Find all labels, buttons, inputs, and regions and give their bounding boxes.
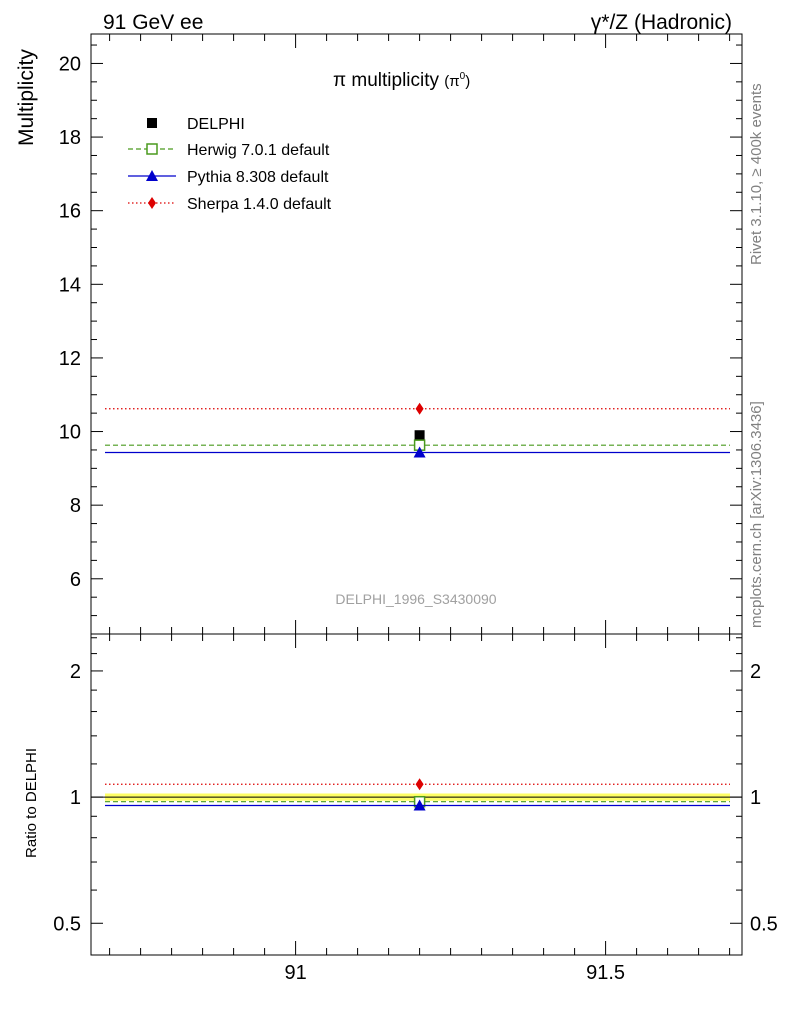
legend-item-data: DELPHI bbox=[147, 116, 245, 133]
legend-item-pythia: Pythia 8.308 default bbox=[128, 169, 329, 186]
chart-title-sup: 0 bbox=[460, 71, 466, 82]
main-ytick-label: 8 bbox=[70, 495, 81, 517]
rivet-info: Rivet 3.1.10, ≥ 400k events bbox=[748, 83, 765, 265]
legend-sherpa-label: Sherpa 1.4.0 default bbox=[187, 196, 332, 213]
main-ytick-label: 12 bbox=[59, 348, 81, 370]
ratio-point-pythia bbox=[413, 799, 426, 811]
analysis-watermark: DELPHI_1996_S3430090 bbox=[335, 591, 496, 607]
chart-title: π multiplicity (π0) bbox=[333, 70, 470, 91]
header-left: 91 GeV ee bbox=[103, 11, 203, 34]
ratio-ylabel: Ratio to DELPHI bbox=[23, 748, 40, 858]
legend-sherpa-marker bbox=[148, 197, 156, 209]
mcplots-info: mcplots.cern.ch [arXiv:1306.3436] bbox=[748, 401, 765, 628]
legend-pythia-marker bbox=[146, 170, 158, 181]
header-right: γ*/Z (Hadronic) bbox=[591, 11, 732, 34]
ratio-ytick-label-right: 1 bbox=[750, 787, 761, 809]
chart-title-close: ) bbox=[465, 73, 470, 90]
main-panel: 6 8 10 12 14 16 18 20 bbox=[59, 33, 743, 635]
ratio-ytick-label-right: 0.5 bbox=[750, 913, 778, 935]
main-ytick-label: 6 bbox=[70, 569, 81, 591]
ratio-panel: 0.5 0.5 1 1 2 2 91 91.5 bbox=[53, 633, 778, 984]
ratio-ytick-label-right: 2 bbox=[750, 661, 761, 683]
ratio-ytick-label: 0.5 bbox=[53, 913, 81, 935]
legend-item-sherpa: Sherpa 1.4.0 default bbox=[128, 196, 332, 213]
ratio-point-sherpa bbox=[415, 778, 424, 791]
main-ytick-label: 14 bbox=[59, 274, 81, 296]
ratio-xtick-label: 91 bbox=[284, 962, 306, 984]
ratio-ytick-label: 2 bbox=[70, 661, 81, 683]
legend-data-label: DELPHI bbox=[187, 116, 245, 133]
legend: DELPHI Herwig 7.0.1 default Pythia 8.308… bbox=[128, 116, 332, 213]
legend-herwig-label: Herwig 7.0.1 default bbox=[187, 142, 330, 159]
main-point-sherpa bbox=[415, 402, 424, 415]
main-ylabel: Multiplicity bbox=[15, 49, 38, 146]
main-ytick-label: 16 bbox=[59, 201, 81, 223]
ratio-frame bbox=[90, 633, 743, 956]
legend-pythia-label: Pythia 8.308 default bbox=[187, 169, 329, 186]
legend-data-marker bbox=[147, 118, 157, 128]
chart-title-suffix: (π bbox=[444, 73, 459, 90]
main-point-data bbox=[414, 430, 425, 441]
main-point-pythia bbox=[413, 446, 426, 458]
main-ytick-label: 10 bbox=[59, 422, 81, 444]
legend-item-herwig: Herwig 7.0.1 default bbox=[128, 142, 330, 159]
ratio-ytick-label: 1 bbox=[70, 787, 81, 809]
ratio-xtick-label: 91.5 bbox=[586, 962, 625, 984]
main-ytick-label: 18 bbox=[59, 127, 81, 149]
legend-herwig-marker bbox=[146, 143, 158, 155]
chart-title-main: π multiplicity bbox=[333, 70, 440, 91]
main-ytick-label: 20 bbox=[59, 53, 81, 75]
